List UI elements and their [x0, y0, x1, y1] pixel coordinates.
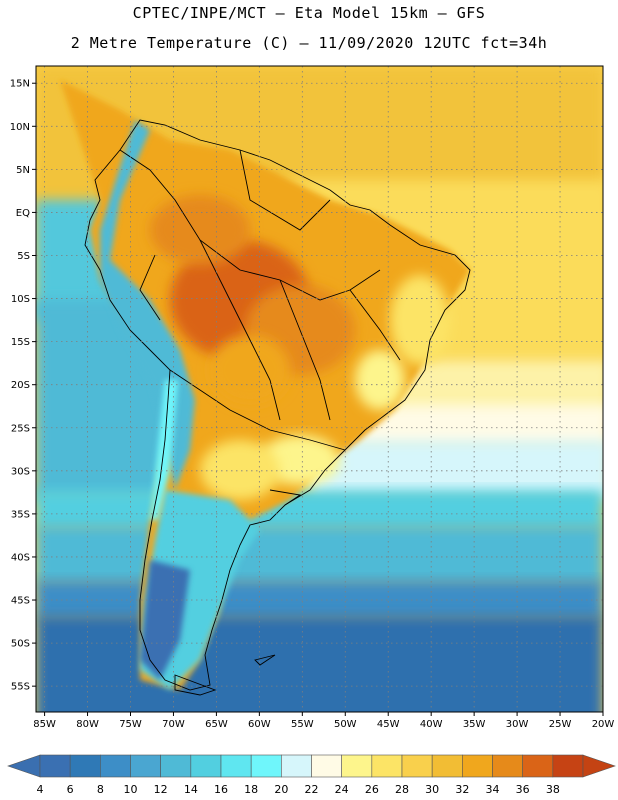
lat-tick-label: 5S — [17, 251, 30, 262]
colorbar-label: 22 — [305, 783, 319, 796]
colorbar-label: 4 — [37, 783, 44, 796]
lat-tick-label: 40S — [11, 552, 30, 563]
lat-tick-label: 35S — [11, 509, 30, 520]
colorbar-swatch — [190, 754, 222, 778]
colorbar-label: 36 — [516, 783, 530, 796]
lat-tick-label: 50S — [11, 639, 30, 650]
colorbar-high-arrow — [582, 754, 616, 778]
colorbar-swatch — [552, 754, 584, 778]
lat-tick-label: 30S — [11, 466, 30, 477]
colorbar-swatch — [401, 754, 433, 778]
lat-tick-label: 45S — [11, 596, 30, 607]
title-line-2: 2 Metre Temperature (C) – 11/09/2020 12U… — [70, 34, 548, 52]
colorbar-label: 18 — [244, 783, 258, 796]
colorbar-label: 12 — [154, 783, 168, 796]
colorbar-label: 10 — [124, 783, 138, 796]
colorbar-label: 28 — [395, 783, 409, 796]
colorbar-swatch — [160, 754, 192, 778]
colorbar — [7, 754, 616, 778]
lon-tick-label: 50W — [334, 719, 357, 730]
lat-tick-label: 10S — [11, 294, 30, 305]
lon-tick-label: 25W — [549, 719, 572, 730]
lat-tick-label: 10N — [10, 122, 30, 133]
lon-tick-label: 60W — [248, 719, 271, 730]
lon-tick-label: 80W — [76, 719, 99, 730]
colorbar-label: 20 — [274, 783, 288, 796]
lat-tick-label: 25S — [11, 423, 30, 434]
lon-tick-label: 30W — [506, 719, 529, 730]
lon-tick-label: 70W — [162, 719, 185, 730]
colorbar-swatch — [220, 754, 252, 778]
colorbar-swatch — [341, 754, 373, 778]
colorbar-label: 16 — [214, 783, 228, 796]
lon-tick-label: 45W — [377, 719, 400, 730]
colorbar-swatch — [100, 754, 131, 778]
colorbar-swatch — [431, 754, 463, 778]
colorbar-label: 6 — [67, 783, 74, 796]
map-frame — [35, 65, 604, 713]
colorbar-label: 30 — [425, 783, 439, 796]
longitude-labels: 85W 80W 75W 70W 65W 60W 55W 50W 45W 40W 35W 30W 25W 2… — [33, 712, 614, 730]
lon-tick-label: 35W — [463, 719, 486, 730]
coastlines — [84, 119, 471, 696]
lon-tick-label: 65W — [205, 719, 228, 730]
colorbar-swatch — [311, 754, 342, 778]
colorbar-swatch — [69, 754, 101, 778]
colorbar-swatch — [39, 754, 71, 778]
colorbar-swatch — [130, 754, 161, 778]
lat-tick-label: EQ — [16, 208, 30, 219]
colorbar-label: 26 — [365, 783, 379, 796]
colorbar-swatch — [522, 754, 554, 778]
lon-tick-label: 85W — [33, 719, 56, 730]
colorbar-label: 8 — [97, 783, 104, 796]
lat-tick-label: 15S — [11, 337, 30, 348]
colorbar-label: 34 — [486, 783, 500, 796]
colorbar-swatch — [371, 754, 403, 778]
colorbar-label: 38 — [546, 783, 560, 796]
lon-tick-label: 40W — [420, 719, 443, 730]
colorbar-low-arrow — [7, 754, 41, 778]
colorbar-swatch — [462, 754, 493, 778]
lon-tick-label: 75W — [119, 719, 142, 730]
colorbar-swatch — [250, 754, 282, 778]
lon-tick-label: 20W — [592, 719, 615, 730]
latitude-labels: 15N 10N 5N EQ 5S 10S 15S 20S 25S 30S 35S 40S 45S 50S 5… — [10, 79, 36, 693]
colorbar-swatch — [492, 754, 523, 778]
colorbar-label: 14 — [184, 783, 198, 796]
colorbar-labels: 4 6 8 10 12 14 16 18 20 22 24 26 28 30 32 34 36 38 — [37, 783, 560, 796]
lat-tick-label: 15N — [10, 79, 30, 90]
lat-tick-label: 55S — [11, 682, 30, 693]
lat-tick-label: 5N — [16, 165, 30, 176]
colorbar-label: 32 — [455, 783, 469, 796]
colorbar-swatch — [281, 754, 312, 778]
lon-tick-label: 55W — [291, 719, 314, 730]
lat-tick-label: 20S — [11, 380, 30, 391]
temperature-field — [36, 66, 603, 712]
title-line-1: CPTEC/INPE/MCT – Eta Model 15km – GFS — [132, 4, 486, 22]
colorbar-label: 24 — [335, 783, 349, 796]
